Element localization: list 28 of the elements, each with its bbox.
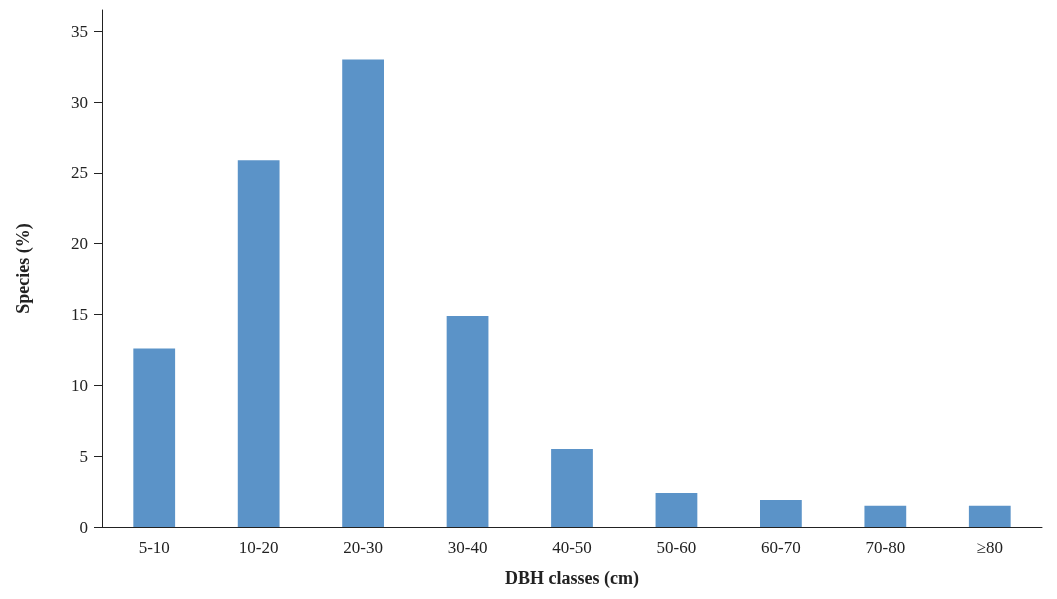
x-tick-label: 10-20 xyxy=(238,538,279,557)
y-tick-label: 15 xyxy=(71,305,88,325)
y-tick-label: 35 xyxy=(71,21,88,41)
x-tick-label: 20-30 xyxy=(343,538,383,557)
bar xyxy=(446,315,489,527)
bar xyxy=(968,505,1011,527)
x-tick-label: 40-50 xyxy=(552,538,592,557)
bar xyxy=(655,493,698,527)
bar xyxy=(864,505,907,527)
x-tick-label: 70-80 xyxy=(865,538,906,557)
y-axis-title: Species (%) xyxy=(13,223,34,314)
x-tick-label: 50-60 xyxy=(656,538,697,557)
x-tick-label: ≥80 xyxy=(976,538,1003,557)
y-tick-label: 20 xyxy=(71,234,88,254)
x-axis-title: DBH classes (cm) xyxy=(505,568,639,589)
bar xyxy=(551,449,593,527)
y-tick-label: 30 xyxy=(71,92,88,112)
y-tick-label: 0 xyxy=(79,517,88,537)
y-tick-label: 5 xyxy=(79,446,88,466)
x-tick-label: 30-40 xyxy=(447,538,488,557)
y-tick-label: 25 xyxy=(71,163,88,183)
bar xyxy=(342,59,384,527)
bar xyxy=(760,500,802,527)
x-tick-label: 5-10 xyxy=(138,538,170,557)
y-tick-label: 10 xyxy=(71,375,88,395)
bar xyxy=(133,348,176,527)
x-tick-label: 60-70 xyxy=(761,538,801,557)
bar xyxy=(237,160,280,527)
